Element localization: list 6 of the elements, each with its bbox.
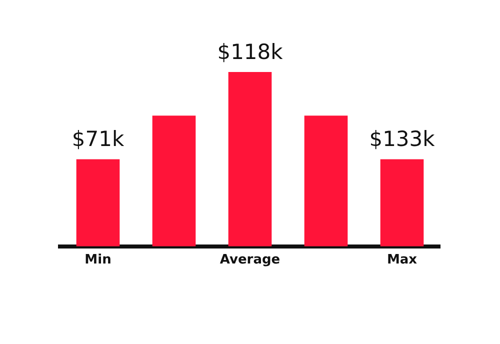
annotation: $118k — [217, 40, 284, 64]
annotation: $71k — [72, 127, 125, 152]
x-tick-label: Min — [84, 252, 112, 268]
x-tick-label: Average — [220, 252, 280, 268]
x-tick-label: Max — [386, 252, 418, 268]
annotation: $133k — [369, 127, 436, 152]
